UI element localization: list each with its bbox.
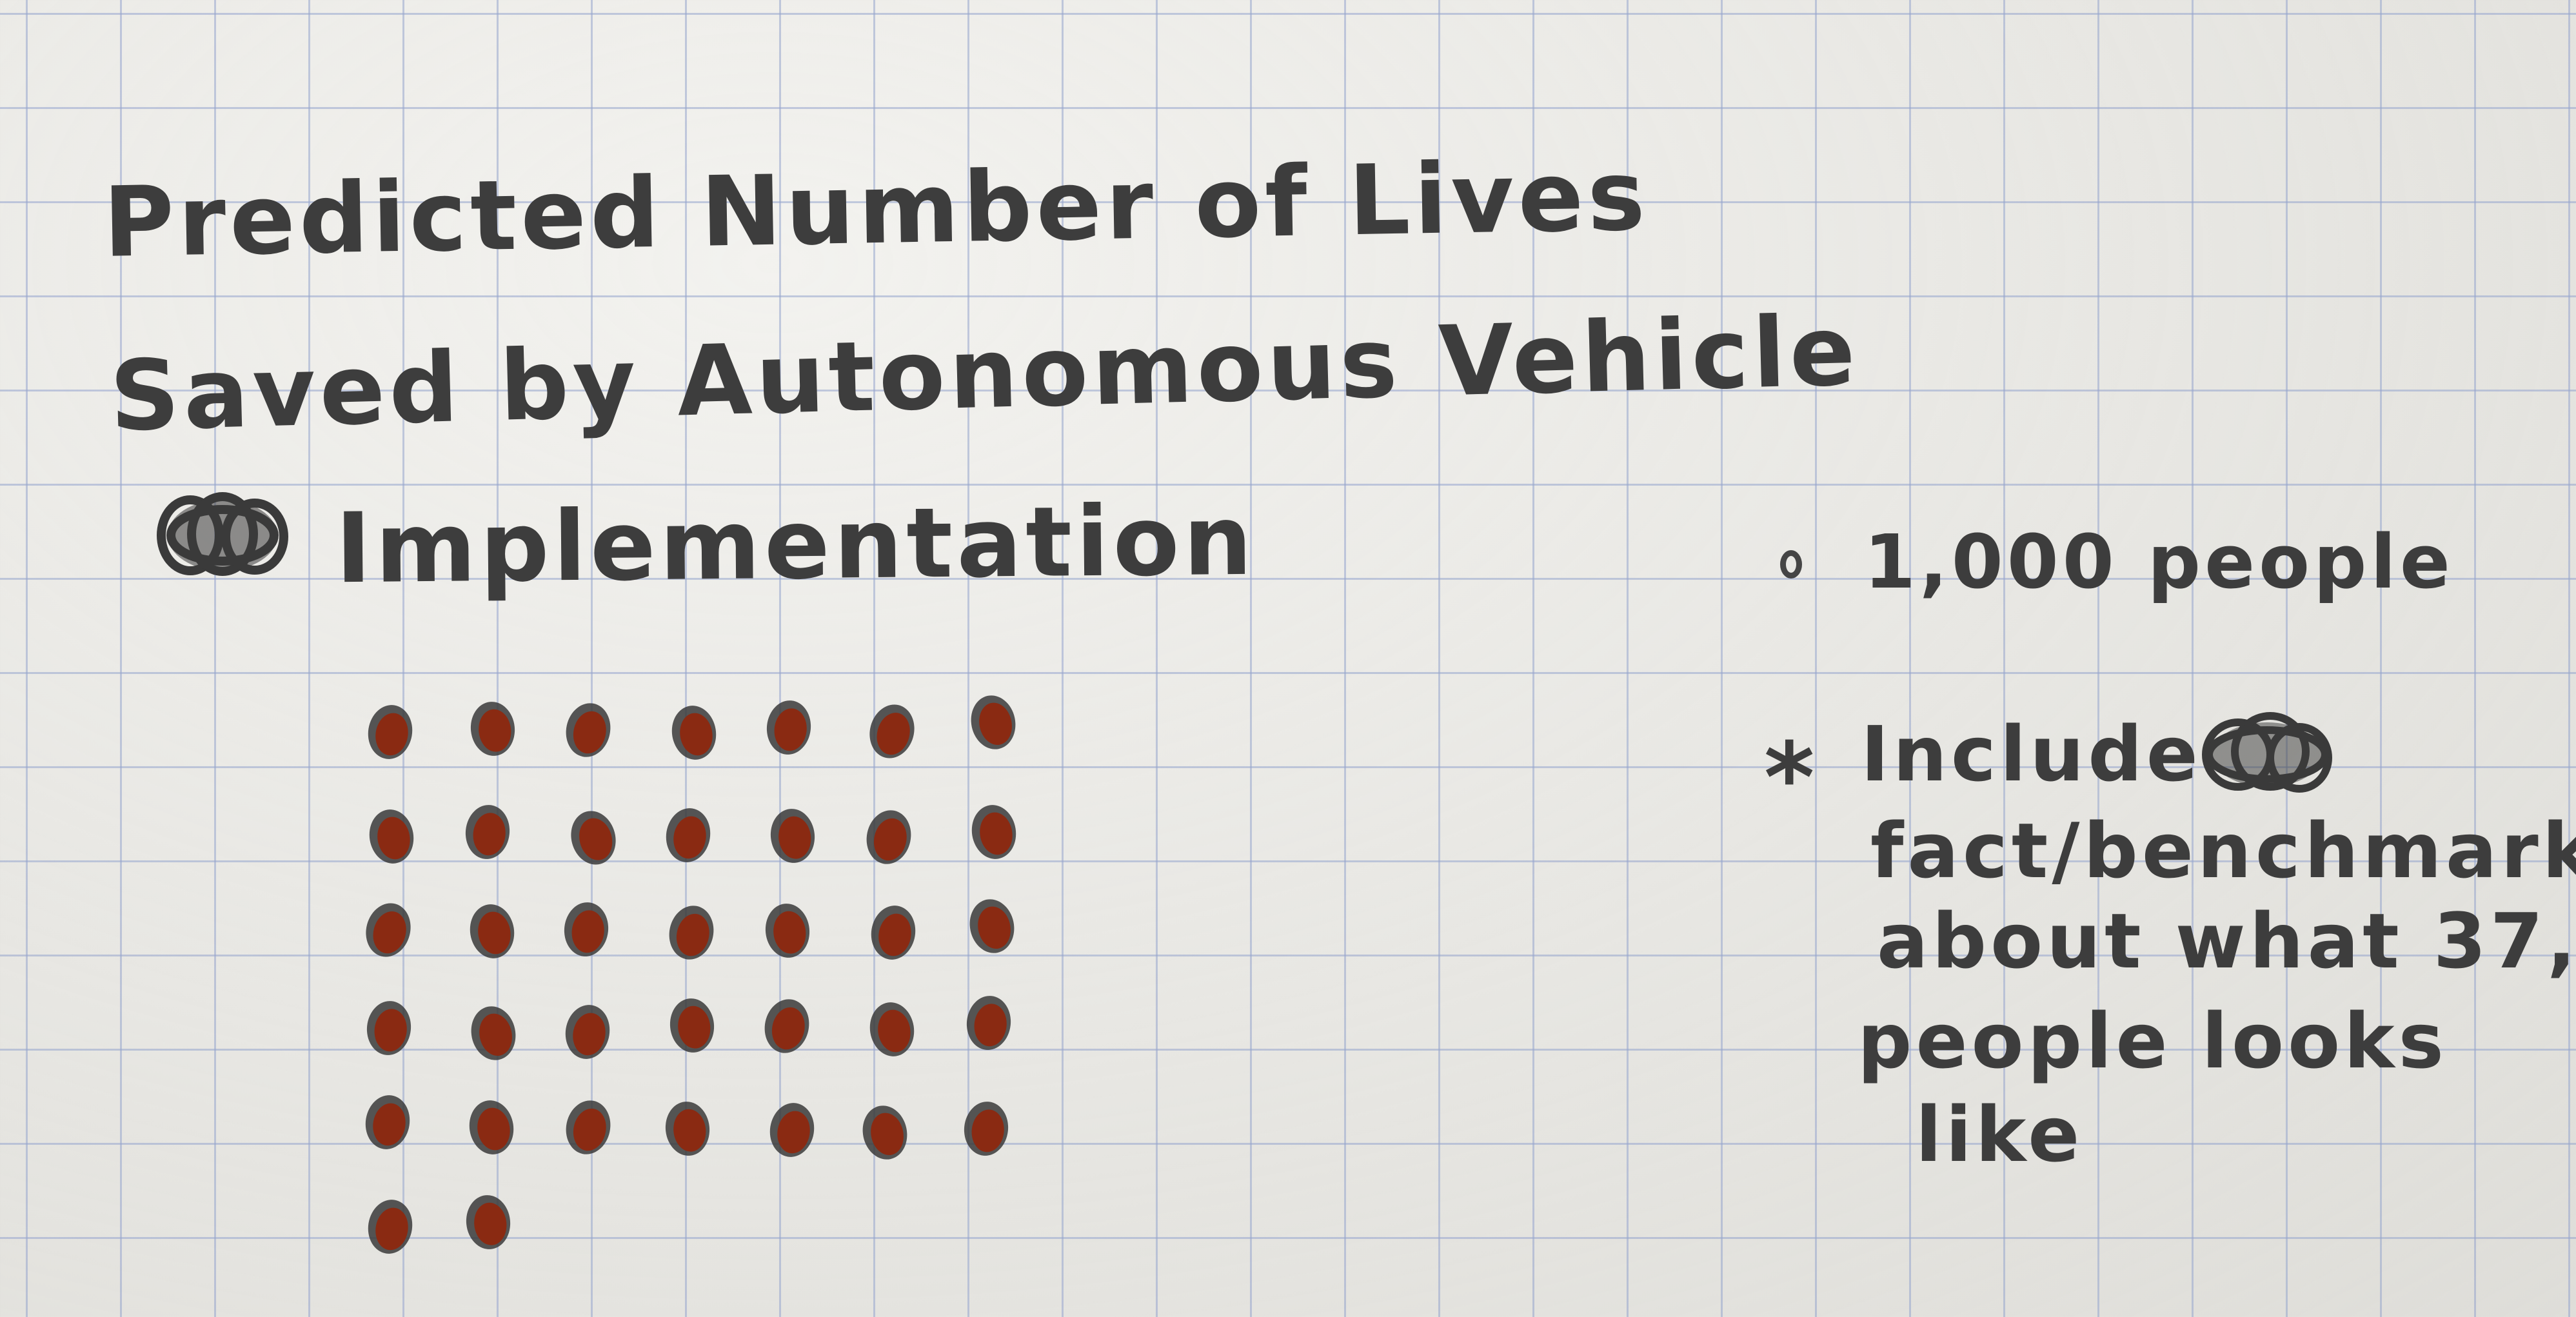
pictograph-dot [969,899,1015,953]
pictograph-dot [764,999,809,1053]
chart-title-line-3: Implementation [335,484,1257,606]
pictograph-dot [766,700,811,755]
pictograph-dot [964,1102,1009,1156]
pictograph-dot [368,1200,413,1254]
pictograph-dot [369,809,414,864]
pictograph-dot [366,903,411,957]
pictograph-dot [869,1002,915,1056]
pictograph-dot [365,1095,410,1149]
scribbled-out-word [2202,712,2332,793]
pictograph-dot [862,1105,907,1160]
legend-circle-icon [1780,550,1802,579]
pictograph-dot [566,1100,611,1154]
pictograph-dot [471,1006,516,1060]
pictograph-dot [470,702,515,756]
pictograph-dot [669,998,715,1053]
pictograph-dot [770,809,815,863]
note-line-5: like [1916,1090,2084,1179]
pictograph-dot [469,1100,514,1154]
pictograph-dot [971,805,1016,859]
pictograph-dot [971,695,1016,749]
pictograph-dot [866,810,911,864]
note-line-4: people looks [1858,996,2448,1085]
note-asterisk: * [1764,722,1819,835]
pictograph-dot [671,706,717,760]
pictograph-dot [368,705,413,759]
pictograph-dot [566,703,611,757]
note-line-3: about what 37,000 [1877,896,2576,985]
pictograph-dot [564,902,609,956]
note-line-2: fact/benchmark [1870,806,2576,895]
note-line-1: Include [1861,709,2202,798]
pictograph-dot [871,906,916,960]
pictograph-dot [669,906,714,960]
pictograph-dot [465,805,510,859]
pictograph-dot [966,996,1011,1050]
pictograph-dot [565,1005,610,1059]
chart-title-line-1: Predicted Number of Lives [102,140,1650,279]
pictograph-dot [666,808,711,862]
pictograph-dot [765,904,810,958]
pictograph-dot [571,811,616,865]
scribbled-out-word [157,492,288,576]
pictograph-dot [769,1103,815,1157]
pictograph-dot [366,1001,411,1055]
pictograph-dot [665,1102,710,1156]
pictograph-dots [365,695,1016,1254]
pictograph-dot [466,1195,511,1249]
pictograph-dot [869,704,915,758]
legend-label: 1,000 people [1864,519,2454,606]
pictograph-dot [470,904,515,958]
